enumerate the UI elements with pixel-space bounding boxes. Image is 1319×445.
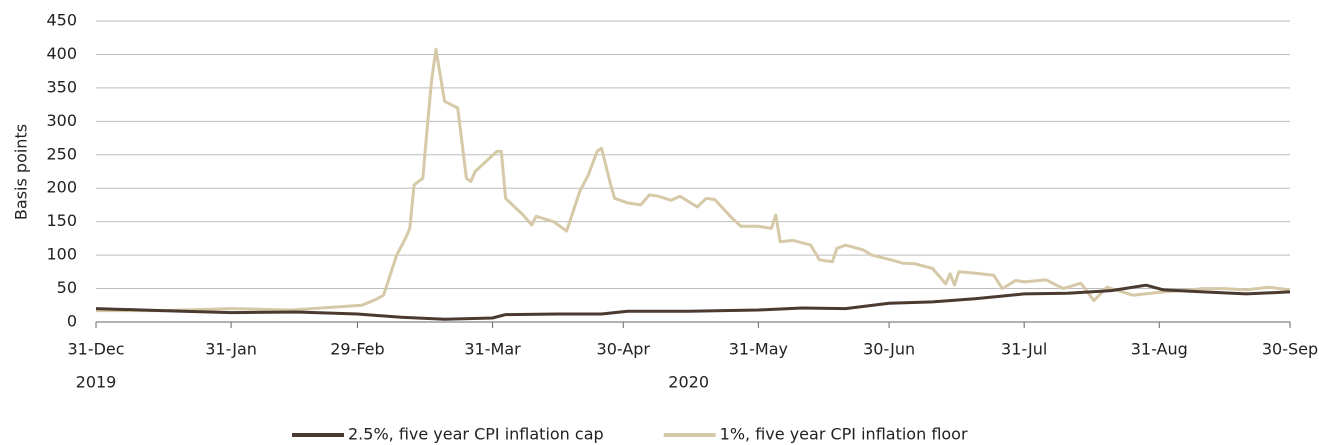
y-tick-label: 200 — [46, 178, 77, 197]
legend-label: 1%, five year CPI inflation floor — [720, 425, 968, 444]
x-tick-label: 31-Jan — [205, 340, 257, 359]
y-tick-label: 300 — [46, 111, 77, 130]
x-tick-label: 31-Jul — [1001, 340, 1047, 359]
x-tick-label: 29-Feb — [330, 340, 384, 359]
legend-label: 2.5%, five year CPI inflation cap — [348, 425, 604, 444]
y-tick-label: 350 — [46, 77, 77, 96]
y-axis-label: Basis points — [12, 124, 31, 220]
year-label: 2020 — [668, 373, 709, 392]
x-tick-label: 30-Jun — [863, 340, 915, 359]
y-tick-label: 150 — [46, 211, 77, 230]
series-line — [96, 47, 1291, 313]
series-line — [95, 283, 1291, 321]
y-tick-label: 100 — [46, 245, 77, 264]
x-tick-label: 31-Aug — [1131, 340, 1188, 359]
x-tick-label: 30-Apr — [597, 340, 651, 359]
y-tick-label: 450 — [46, 11, 77, 30]
x-tick-label: 31-May — [729, 340, 788, 359]
x-tick-label: 30-Sep — [1262, 340, 1318, 359]
y-tick-label: 0 — [67, 312, 77, 331]
x-tick-label: 31-Dec — [67, 340, 124, 359]
year-label: 2019 — [76, 373, 117, 392]
y-tick-label: 400 — [46, 44, 77, 63]
y-tick-label: 50 — [57, 278, 77, 297]
y-tick-label: 250 — [46, 144, 77, 163]
x-tick-label: 31-Mar — [464, 340, 521, 359]
